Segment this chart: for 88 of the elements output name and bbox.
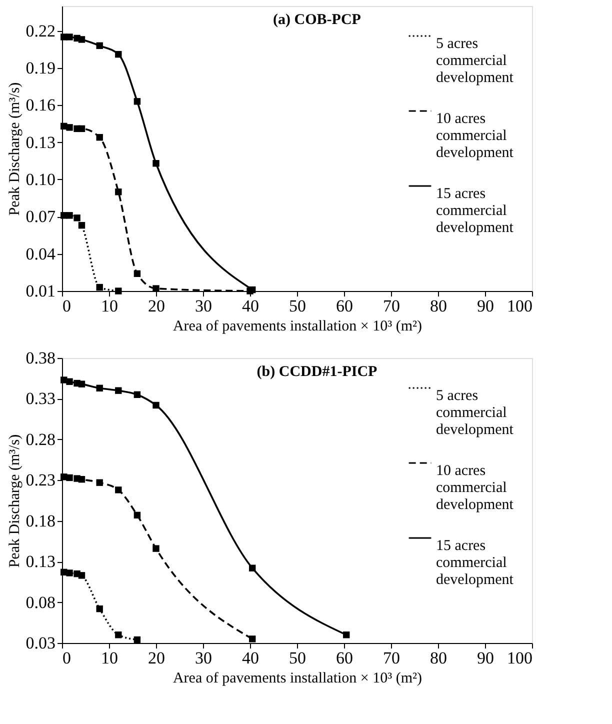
y-tick-label: 0.03 xyxy=(26,634,56,652)
y-tick-label: 0.10 xyxy=(26,170,56,189)
x-tick-label: 50 xyxy=(289,648,306,668)
point xyxy=(66,124,73,131)
point xyxy=(134,512,141,519)
point xyxy=(248,636,256,642)
x-tick-label: 40 xyxy=(242,296,259,316)
y-tick-label: 0.28 xyxy=(26,430,56,449)
point xyxy=(78,36,86,43)
point xyxy=(96,284,103,291)
point xyxy=(66,34,73,40)
legend-label: 5 acres commercial development xyxy=(436,388,514,438)
point xyxy=(248,286,256,294)
x-axis-title: Area of pavements installation × 10³ (m²) xyxy=(172,318,422,334)
x-tick-label: 80 xyxy=(430,296,447,316)
point xyxy=(96,42,103,50)
point xyxy=(152,285,160,292)
y-tick-label: 0.04 xyxy=(26,244,56,264)
point xyxy=(115,288,122,294)
x-tick-label: 30 xyxy=(195,648,212,668)
point xyxy=(78,476,86,483)
point xyxy=(248,564,256,572)
legend-label: 5 acres commercial development xyxy=(436,36,514,86)
point xyxy=(96,134,103,141)
point xyxy=(78,222,86,229)
x-tick-label: 10 xyxy=(101,296,118,316)
point xyxy=(66,474,73,482)
point xyxy=(74,214,80,222)
point xyxy=(78,125,86,132)
x-tick-label: 60 xyxy=(336,648,353,668)
y-tick-label: 0.38 xyxy=(26,348,56,368)
x-tick-label: 60 xyxy=(336,296,353,316)
point xyxy=(115,632,122,638)
x-tick-label: 80 xyxy=(430,648,447,668)
point xyxy=(342,632,350,638)
x-tick-label: 20 xyxy=(148,648,165,668)
point xyxy=(152,402,160,409)
point xyxy=(96,384,103,392)
y-tick-label: 0.33 xyxy=(26,389,56,408)
point xyxy=(134,98,141,105)
x-tick-label: 70 xyxy=(383,296,400,316)
point xyxy=(66,212,73,219)
point xyxy=(134,391,141,398)
y-tick-label: 0.23 xyxy=(26,470,56,490)
x-tick-label: 100 xyxy=(507,296,532,316)
point xyxy=(96,605,103,612)
point xyxy=(134,270,141,278)
chart-title: (b) CCDD#1-PICP xyxy=(256,364,378,380)
chart-title: (a) COB-PCP xyxy=(273,12,361,28)
y-axis-title: Peak Discharge (m³/s) xyxy=(6,434,23,568)
x-tick-label: 0 xyxy=(62,648,71,668)
point xyxy=(78,380,86,388)
x-tick-label: 50 xyxy=(289,296,306,316)
y-tick-label: 0.08 xyxy=(26,592,56,612)
legend-label: 10 acres commercial development xyxy=(436,111,514,161)
point xyxy=(115,188,122,196)
y-axis-title: Peak Discharge (m³/s) xyxy=(6,82,23,216)
x-tick-label: 90 xyxy=(477,296,494,316)
y-tick-label: 0.16 xyxy=(26,96,56,115)
legend-label: 15 acres commercial development xyxy=(436,186,514,236)
legend-label: 15 acres commercial development xyxy=(436,538,514,588)
y-tick-label: 0.18 xyxy=(26,511,56,530)
y-tick-label: 0.13 xyxy=(26,552,56,572)
y-tick-label: 0.13 xyxy=(26,132,56,152)
x-tick-label: 100 xyxy=(507,648,532,668)
point xyxy=(152,160,160,167)
y-tick-label: 0.19 xyxy=(26,58,56,78)
x-tick-label: 0 xyxy=(62,296,71,316)
point xyxy=(134,636,141,644)
point xyxy=(78,572,86,579)
y-tick-label: 0.07 xyxy=(26,207,56,226)
x-tick-label: 20 xyxy=(148,296,165,316)
point xyxy=(66,570,73,576)
y-tick-label: 0.22 xyxy=(26,21,56,40)
x-tick-label: 90 xyxy=(477,648,494,668)
point xyxy=(115,50,122,58)
x-tick-label: 70 xyxy=(383,648,400,668)
legend-label: 10 acres commercial development xyxy=(436,463,514,513)
point xyxy=(115,387,122,394)
x-axis-title: Area of pavements installation × 10³ (m²) xyxy=(172,670,422,686)
x-tick-label: 30 xyxy=(195,296,212,316)
y-tick-label: 0.01 xyxy=(26,282,56,300)
x-tick-label: 10 xyxy=(101,648,118,668)
point xyxy=(152,545,160,552)
x-tick-label: 40 xyxy=(242,648,259,668)
point xyxy=(96,479,103,486)
point xyxy=(115,486,122,494)
point xyxy=(66,378,73,385)
